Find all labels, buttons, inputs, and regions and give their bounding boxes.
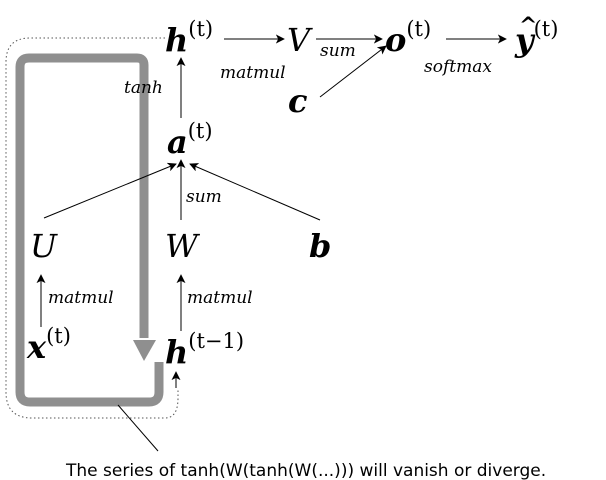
caption-pointer — [117, 404, 159, 452]
node-h-t-minus-1: h(t−1) — [165, 329, 244, 371]
node-y-hat-t: y(t) — [514, 17, 558, 59]
node-V: V — [287, 21, 313, 59]
node-x-t: x(t) — [26, 324, 71, 366]
arrow-U-to-a — [43, 162, 177, 219]
arrow-b-to-a — [189, 163, 321, 221]
label-sum-W-a: sum — [186, 187, 222, 207]
label-tanh: tanh — [124, 78, 163, 98]
gray-loop-arrowhead — [133, 340, 156, 361]
node-b: b — [309, 227, 331, 265]
node-c: c — [288, 82, 307, 120]
node-h-t: h(t) — [165, 17, 213, 59]
node-W: W — [165, 227, 201, 265]
node-U: U — [30, 227, 58, 265]
node-a-t: a(t) — [167, 119, 213, 161]
node-o-t: o(t) — [385, 17, 431, 59]
label-sum-V-o: sum — [320, 41, 356, 61]
label-matmul-h-V: matmul — [220, 63, 286, 83]
caption-text: The series of tanh(W(tanh(W(...))) will … — [65, 461, 546, 480]
arrow-c-to-o — [319, 45, 387, 98]
label-softmax: softmax — [424, 57, 492, 77]
node-y-hat-hat: ^ — [519, 13, 537, 39]
label-matmul-h-W: matmul — [187, 288, 253, 308]
gray-recurrence-loop — [15, 53, 164, 407]
label-matmul-x-U: matmul — [48, 288, 114, 308]
dotted-recurrence-outline — [5, 37, 179, 419]
